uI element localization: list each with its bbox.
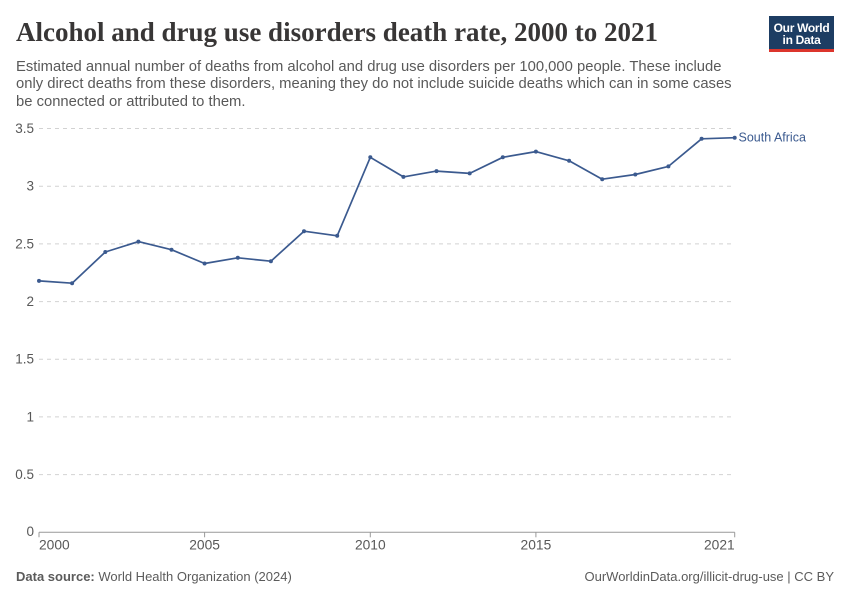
svg-text:1: 1 — [26, 409, 34, 424]
svg-text:2005: 2005 — [189, 538, 220, 553]
svg-text:South Africa: South Africa — [739, 131, 806, 145]
svg-text:0.5: 0.5 — [15, 467, 34, 482]
svg-text:0: 0 — [26, 524, 34, 539]
svg-text:2010: 2010 — [355, 538, 386, 553]
svg-text:3.5: 3.5 — [15, 121, 34, 136]
svg-text:1.5: 1.5 — [15, 352, 34, 367]
svg-text:2: 2 — [26, 294, 34, 309]
svg-text:2015: 2015 — [521, 538, 552, 553]
svg-text:2000: 2000 — [39, 538, 70, 553]
svg-text:2.5: 2.5 — [15, 236, 34, 251]
svg-text:2021: 2021 — [704, 538, 735, 553]
svg-text:3: 3 — [26, 179, 34, 194]
